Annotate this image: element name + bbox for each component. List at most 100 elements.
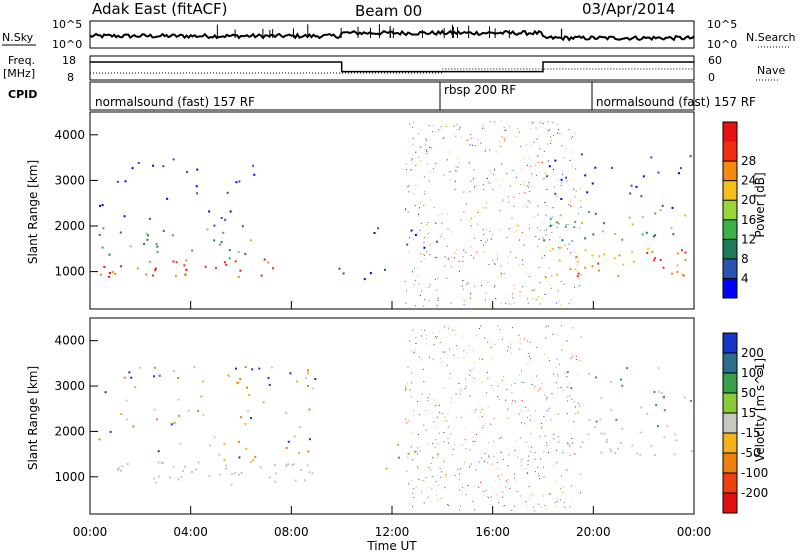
range-cell xyxy=(123,215,126,218)
range-cell xyxy=(575,255,578,258)
range-cell xyxy=(447,259,449,260)
range-cell xyxy=(537,135,539,137)
range-cell xyxy=(463,357,465,358)
range-cell xyxy=(528,182,530,183)
range-cell xyxy=(454,180,456,182)
range-cell xyxy=(569,382,571,384)
range-cell xyxy=(542,123,544,124)
nsky-tick-bottom-right: 10^0 xyxy=(707,38,737,51)
range-cell xyxy=(241,225,244,228)
colorbar-swatch xyxy=(723,373,737,394)
range-cell xyxy=(560,325,562,327)
range-cell xyxy=(501,136,503,138)
range-cell xyxy=(450,401,452,403)
range-cell xyxy=(597,262,600,265)
cpid-segment-2: rbsp 200 RF xyxy=(444,83,516,97)
range-cell xyxy=(620,378,622,381)
range-cell xyxy=(99,273,102,276)
range-cell xyxy=(489,170,490,172)
range-cell xyxy=(451,398,453,400)
range-cell xyxy=(469,370,471,371)
range-cell xyxy=(529,223,531,225)
range-cell xyxy=(134,386,137,389)
range-cell xyxy=(419,146,421,148)
range-cell xyxy=(543,466,544,468)
range-cell xyxy=(584,249,587,252)
range-cell xyxy=(173,421,176,424)
range-cell xyxy=(225,467,228,470)
range-cell xyxy=(414,234,417,236)
range-cell xyxy=(471,349,473,351)
range-cell xyxy=(558,247,560,249)
range-cell xyxy=(435,336,437,338)
range-cell xyxy=(454,329,456,331)
range-cell xyxy=(475,434,477,435)
range-cell xyxy=(551,248,554,251)
range-cell xyxy=(568,445,571,448)
range-cell xyxy=(480,240,482,241)
range-cell xyxy=(548,165,551,168)
range-cell xyxy=(534,164,536,166)
range-cell xyxy=(540,427,542,429)
range-cell xyxy=(143,243,146,245)
range-cell xyxy=(489,231,491,233)
range-cell xyxy=(490,305,492,307)
range-cell xyxy=(476,251,478,253)
range-cell xyxy=(595,420,598,423)
range-cell xyxy=(472,500,474,502)
range-cell xyxy=(172,260,175,263)
colorbar-tick-label: 15 xyxy=(741,406,756,420)
range-cell xyxy=(527,273,529,275)
range-cell xyxy=(432,457,433,459)
range-cell xyxy=(499,399,501,401)
range-cell xyxy=(426,224,428,225)
range-cell xyxy=(550,493,552,495)
range-cell xyxy=(521,459,523,461)
range-cell xyxy=(530,165,532,167)
range-cell xyxy=(482,127,483,129)
range-cell xyxy=(178,414,181,417)
range-cell xyxy=(438,432,440,434)
colorbar-swatch xyxy=(723,200,737,221)
range-cell xyxy=(501,338,503,340)
range-cell xyxy=(566,376,568,378)
range-cell xyxy=(575,190,577,192)
range-cell xyxy=(543,223,545,225)
range-cell xyxy=(200,395,203,398)
range-cell xyxy=(441,361,443,363)
range-cell xyxy=(491,234,493,236)
range-cell xyxy=(575,256,577,258)
range-cell xyxy=(500,120,502,122)
range-cell xyxy=(432,125,434,127)
range-cell xyxy=(237,381,240,384)
range-cell xyxy=(518,193,520,195)
range-cell xyxy=(458,383,460,384)
range-cell xyxy=(440,497,442,499)
range-cell xyxy=(527,464,529,466)
range-cell xyxy=(458,128,460,130)
range-cell xyxy=(227,374,230,377)
range-cell xyxy=(658,390,661,393)
range-cell xyxy=(443,441,445,443)
range-cell xyxy=(404,281,406,282)
range-cell xyxy=(506,350,508,352)
range-cell xyxy=(538,475,540,477)
range-cell xyxy=(484,453,486,455)
range-cell xyxy=(483,461,485,462)
range-cell xyxy=(101,204,104,207)
range-cell xyxy=(548,407,550,409)
range-cell xyxy=(489,120,491,122)
range-cell xyxy=(556,358,558,360)
colorbar-swatch xyxy=(723,161,737,182)
range-cell xyxy=(237,251,240,254)
range-cell xyxy=(536,236,538,238)
range-cell xyxy=(155,243,158,245)
cpid-strip xyxy=(89,81,695,111)
range-cell xyxy=(641,215,644,218)
range-cell xyxy=(477,212,479,213)
range-cell xyxy=(449,179,451,181)
range-cell xyxy=(523,382,525,384)
range-cell xyxy=(500,436,502,438)
range-cell xyxy=(571,398,573,400)
range-cell xyxy=(440,126,442,128)
